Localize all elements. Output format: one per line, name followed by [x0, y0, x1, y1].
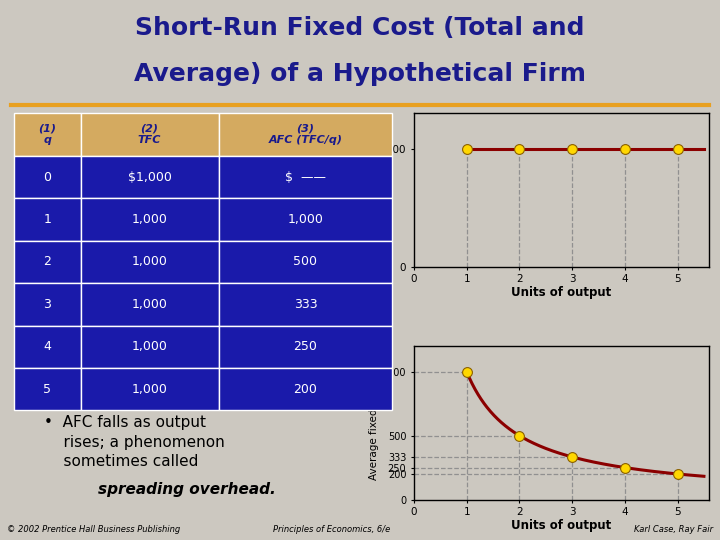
- Point: [672, 144, 683, 153]
- Text: 333: 333: [294, 298, 318, 311]
- Text: 1,000: 1,000: [132, 255, 168, 268]
- Text: © 2002 Prentice Hall Business Publishing: © 2002 Prentice Hall Business Publishing: [7, 524, 181, 534]
- Point: [619, 144, 631, 153]
- Text: 1: 1: [43, 213, 51, 226]
- FancyBboxPatch shape: [81, 113, 219, 156]
- FancyBboxPatch shape: [14, 113, 81, 156]
- Text: Principles of Economics, 6/e: Principles of Economics, 6/e: [273, 524, 390, 534]
- Point: [619, 463, 631, 472]
- Text: Karl Case, Ray Fair: Karl Case, Ray Fair: [634, 524, 713, 534]
- Point: [567, 453, 578, 461]
- FancyBboxPatch shape: [81, 283, 219, 326]
- Point: [672, 470, 683, 478]
- Text: 3: 3: [43, 298, 51, 311]
- Text: 5: 5: [43, 383, 51, 396]
- Point: [461, 368, 472, 376]
- FancyBboxPatch shape: [14, 198, 81, 241]
- Y-axis label: Average fixed cost ($): Average fixed cost ($): [369, 366, 379, 480]
- FancyBboxPatch shape: [219, 241, 392, 283]
- Text: 4: 4: [43, 340, 51, 353]
- Text: spreading overhead.: spreading overhead.: [98, 482, 276, 497]
- FancyBboxPatch shape: [219, 113, 392, 156]
- Text: 1,000: 1,000: [132, 340, 168, 353]
- FancyBboxPatch shape: [81, 326, 219, 368]
- FancyBboxPatch shape: [81, 368, 219, 410]
- FancyBboxPatch shape: [14, 326, 81, 368]
- Point: [513, 144, 525, 153]
- FancyBboxPatch shape: [81, 198, 219, 241]
- FancyBboxPatch shape: [81, 156, 219, 198]
- FancyBboxPatch shape: [219, 368, 392, 410]
- Text: 250: 250: [294, 340, 318, 353]
- Text: Average) of a Hypothetical Firm: Average) of a Hypothetical Firm: [134, 62, 586, 86]
- Point: [461, 144, 472, 153]
- X-axis label: Units of output: Units of output: [511, 518, 612, 531]
- FancyBboxPatch shape: [14, 368, 81, 410]
- FancyBboxPatch shape: [219, 283, 392, 326]
- Text: (1)
q: (1) q: [38, 124, 56, 145]
- Text: 1,000: 1,000: [132, 383, 168, 396]
- Text: 1,000: 1,000: [132, 213, 168, 226]
- FancyBboxPatch shape: [14, 241, 81, 283]
- FancyBboxPatch shape: [81, 241, 219, 283]
- X-axis label: Units of output: Units of output: [511, 286, 612, 299]
- FancyBboxPatch shape: [14, 283, 81, 326]
- Text: 0: 0: [43, 171, 51, 184]
- Text: (3)
AFC (TFC/q): (3) AFC (TFC/q): [269, 124, 343, 145]
- Text: 2: 2: [43, 255, 51, 268]
- Text: 200: 200: [294, 383, 318, 396]
- Y-axis label: Total fixed cost ($): Total fixed cost ($): [364, 142, 374, 238]
- Text: 500: 500: [294, 255, 318, 268]
- Text: Short-Run Fixed Cost (Total and: Short-Run Fixed Cost (Total and: [135, 16, 585, 40]
- FancyBboxPatch shape: [219, 326, 392, 368]
- Text: 1,000: 1,000: [287, 213, 323, 226]
- Text: •  AFC falls as output
    rises; a phenomenon
    sometimes called: • AFC falls as output rises; a phenomeno…: [44, 415, 225, 489]
- FancyBboxPatch shape: [219, 198, 392, 241]
- Text: $  ——: $ ——: [285, 171, 326, 184]
- FancyBboxPatch shape: [14, 156, 81, 198]
- Text: (2)
TFC: (2) TFC: [138, 124, 161, 145]
- FancyBboxPatch shape: [219, 156, 392, 198]
- Point: [567, 144, 578, 153]
- Point: [513, 431, 525, 440]
- Text: $1,000: $1,000: [127, 171, 171, 184]
- Text: 1,000: 1,000: [132, 298, 168, 311]
